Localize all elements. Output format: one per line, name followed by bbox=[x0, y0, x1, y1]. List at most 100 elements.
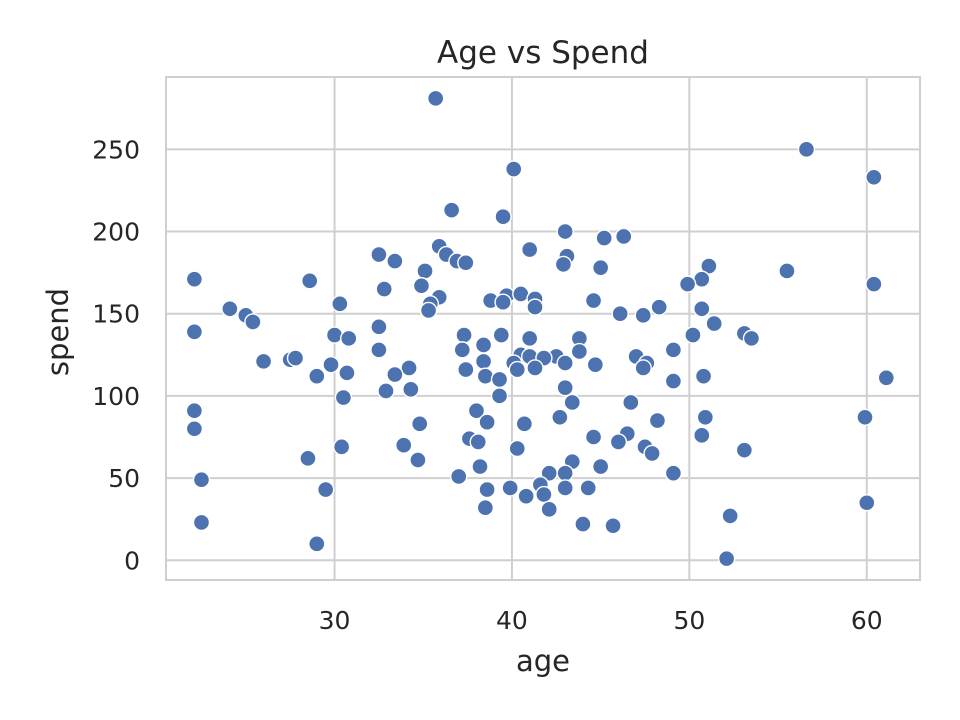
data-point bbox=[476, 498, 495, 517]
data-point bbox=[402, 380, 420, 399]
data-point bbox=[254, 352, 273, 371]
data-point bbox=[700, 257, 718, 275]
data-point bbox=[591, 457, 610, 476]
data-point bbox=[501, 479, 519, 497]
data-point bbox=[185, 323, 204, 341]
x-tick-label: 30 bbox=[319, 606, 351, 635]
data-point bbox=[490, 387, 509, 405]
x-tick-label: 50 bbox=[673, 606, 705, 635]
data-point bbox=[192, 471, 211, 489]
plot-frame bbox=[165, 76, 921, 581]
data-point bbox=[185, 420, 204, 438]
data-point bbox=[370, 318, 388, 336]
data-point bbox=[556, 378, 574, 397]
data-point bbox=[410, 415, 429, 433]
data-point bbox=[325, 326, 344, 344]
data-point bbox=[412, 277, 431, 295]
y-tick-labels: 0 50 100 150 200 250 bbox=[92, 135, 140, 575]
chart-title: Age vs Spend bbox=[437, 35, 649, 71]
data-point bbox=[471, 457, 489, 476]
data-point bbox=[526, 359, 544, 377]
data-point bbox=[865, 168, 883, 186]
data-point bbox=[331, 295, 349, 313]
data-point bbox=[865, 275, 883, 293]
data-point bbox=[474, 352, 493, 371]
data-point bbox=[505, 160, 523, 178]
data-point bbox=[221, 300, 239, 318]
data-point bbox=[478, 480, 496, 499]
data-point bbox=[308, 367, 326, 385]
data-point bbox=[684, 326, 702, 344]
y-tick-label: 200 bbox=[92, 218, 140, 247]
data-point bbox=[299, 449, 317, 468]
data-point bbox=[517, 487, 535, 505]
data-point bbox=[742, 329, 761, 348]
data-point bbox=[332, 438, 351, 456]
data-point bbox=[478, 413, 496, 431]
data-point bbox=[664, 341, 683, 359]
data-point bbox=[551, 408, 569, 426]
data-point bbox=[457, 254, 475, 272]
data-point bbox=[338, 364, 356, 382]
data-point bbox=[490, 370, 509, 389]
data-point bbox=[615, 227, 633, 246]
data-point bbox=[591, 258, 610, 277]
data-point bbox=[570, 342, 589, 361]
data-point bbox=[579, 479, 597, 497]
data-point bbox=[648, 411, 667, 430]
y-tick-label: 100 bbox=[92, 382, 140, 411]
data-point bbox=[340, 329, 358, 348]
data-point bbox=[455, 326, 473, 344]
y-tick-label: 50 bbox=[108, 464, 140, 493]
y-tick-label: 0 bbox=[124, 546, 140, 575]
data-point bbox=[395, 436, 413, 454]
data-point bbox=[856, 408, 874, 426]
data-point bbox=[244, 313, 262, 331]
data-point bbox=[535, 485, 553, 504]
data-point bbox=[586, 355, 605, 374]
data-point bbox=[400, 359, 418, 377]
data-point bbox=[409, 451, 427, 469]
y-tick-label: 150 bbox=[92, 300, 140, 329]
data-point bbox=[609, 433, 628, 451]
data-point bbox=[185, 270, 204, 288]
data-point bbox=[563, 393, 581, 412]
data-point bbox=[526, 298, 544, 316]
data-point bbox=[370, 245, 388, 264]
data-point bbox=[877, 369, 895, 387]
y-tick-label: 250 bbox=[92, 135, 140, 164]
data-point bbox=[778, 262, 796, 280]
data-point bbox=[508, 360, 526, 379]
data-point bbox=[664, 464, 683, 482]
data-point bbox=[476, 367, 495, 385]
data-point bbox=[386, 365, 404, 384]
data-point bbox=[375, 280, 393, 298]
data-point bbox=[694, 367, 713, 385]
data-point bbox=[797, 140, 816, 159]
data-point bbox=[377, 382, 395, 400]
data-point bbox=[416, 262, 434, 280]
data-point bbox=[192, 513, 211, 532]
x-tick-label: 40 bbox=[496, 606, 528, 635]
data-point bbox=[678, 275, 697, 293]
x-tick-label: 60 bbox=[851, 606, 883, 635]
data-point bbox=[540, 500, 558, 519]
data-point bbox=[584, 291, 603, 310]
data-point bbox=[316, 480, 335, 499]
data-point bbox=[453, 341, 471, 359]
data-point bbox=[494, 208, 512, 226]
data-point bbox=[634, 359, 652, 377]
data-point bbox=[185, 401, 204, 420]
data-point bbox=[735, 441, 754, 459]
data-points bbox=[185, 89, 895, 568]
data-point bbox=[419, 301, 438, 320]
x-axis-label: age bbox=[516, 644, 570, 678]
data-point bbox=[721, 507, 739, 525]
data-point bbox=[693, 426, 711, 445]
data-point bbox=[622, 393, 640, 412]
data-point bbox=[556, 222, 574, 241]
data-point bbox=[556, 479, 574, 497]
data-point bbox=[286, 349, 305, 367]
data-point bbox=[556, 354, 574, 372]
data-point bbox=[858, 494, 876, 512]
